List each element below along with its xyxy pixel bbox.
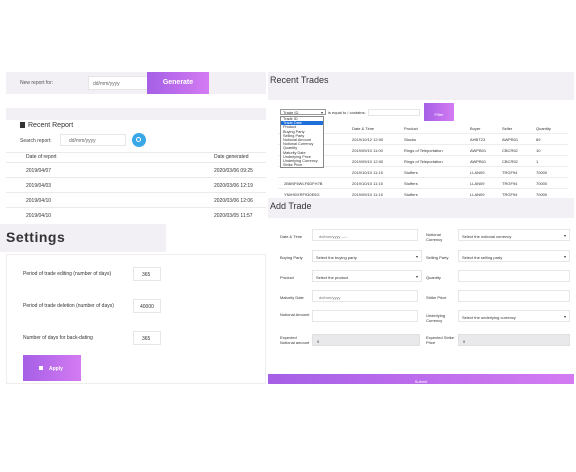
chevron-down-icon: ▾ — [563, 233, 566, 238]
table-row[interactable]: 2019/04/10 2020/03/05 11:57 — [6, 207, 266, 221]
trade-row[interactable]: 2019/09/10 11:00 Rings of Teleportation … — [278, 144, 568, 154]
col-product: Product — [404, 126, 418, 131]
expected-strike-field: 0 — [458, 334, 570, 346]
chevron-down-icon: ▾ — [321, 110, 324, 115]
recent-report-section: Recent Report Search report: dd/mm/yyyy … — [6, 108, 266, 228]
notional-amount-input[interactable] — [312, 310, 418, 322]
filter-field-dropdown[interactable]: Trade ID Trade Date Product Buying Party… — [280, 116, 324, 169]
label-expected-strike: Expected Strike Price — [426, 335, 455, 345]
filter-value-input[interactable] — [368, 109, 420, 116]
trade-datetime-input[interactable]: dd/mm/yyyy --:-- — [312, 229, 418, 241]
new-report-label: New report for: — [20, 80, 54, 86]
new-report-date-input[interactable]: dd/mm/yyyy — [88, 76, 150, 90]
add-trade-form: Date & Time dd/mm/yyyy --:-- Buying Part… — [268, 220, 574, 370]
dropdown-option[interactable]: Strike Price — [283, 163, 303, 168]
chevron-down-icon: ▾ — [563, 314, 566, 319]
recent-trades-title: Recent Trades — [270, 75, 329, 85]
apply-button[interactable]: Apply — [23, 355, 81, 381]
trade-delete-period-input[interactable]: 40000 — [133, 299, 161, 313]
search-button[interactable] — [132, 133, 146, 147]
col-date-of-report: Date of report — [26, 154, 57, 160]
trade-row[interactable]: YNH90XRF930E6G 2019/09/10 11:15 Stuffers… — [278, 188, 568, 198]
quantity-input[interactable] — [458, 270, 570, 282]
dropdown-option[interactable]: Quantity — [283, 146, 298, 151]
trade-row[interactable]: 2019/09/10 12:00 Rings of Teleportation … — [278, 155, 568, 165]
trade-edit-period-input[interactable]: 365 — [133, 267, 161, 281]
chevron-down-icon: ▾ — [415, 254, 418, 259]
table-row[interactable]: 2019/04/07 2020/03/06 09:25 — [6, 162, 266, 176]
save-icon — [39, 366, 43, 370]
label-product: Product — [280, 275, 294, 280]
dropdown-option[interactable]: Product — [283, 125, 297, 130]
maturity-date-input[interactable]: dd/mm/yyyy — [312, 290, 418, 302]
filter-operator-label: is equal to / contains: — [328, 110, 366, 115]
dropdown-option[interactable]: Underlying Price — [283, 154, 311, 159]
selling-party-select[interactable]: Select the selling party ▾ — [458, 250, 570, 262]
filter-button[interactable]: Filter — [424, 103, 454, 121]
dropdown-option[interactable]: Selling Party — [283, 133, 305, 138]
expected-notional-field: 0 — [312, 334, 420, 346]
table-row[interactable]: 2019/04/03 2020/03/06 12:19 — [6, 177, 266, 191]
recent-report-title: Recent Report — [28, 122, 74, 129]
submit-button[interactable]: Submit — [268, 374, 574, 384]
add-trade-title: Add Trade — [270, 201, 312, 211]
recent-trades-header: Recent Trades — [268, 72, 574, 90]
setting-label-edit: Period of trade editing (number of days) — [23, 271, 112, 277]
settings-panel: Period of trade editing (number of days)… — [6, 254, 266, 384]
dropdown-option[interactable]: Buying Party — [283, 129, 305, 134]
generate-button[interactable]: Generate — [147, 72, 209, 94]
dropdown-option[interactable]: Trade Date — [281, 121, 323, 126]
dropdown-option[interactable]: Maturity Date — [283, 150, 306, 155]
label-expected-notional: Expected Notional amount — [280, 335, 310, 345]
table-row[interactable]: 2019/04/10 2020/03/06 12:06 — [6, 192, 266, 206]
chevron-down-icon: ▾ — [415, 274, 418, 279]
trade-row[interactable]: 2019/10/12 12:00 Stocks AHBT23 AWPB01 69 — [278, 133, 568, 143]
filter-field-select[interactable]: Trade ID ▾ — [280, 109, 326, 115]
dropdown-option[interactable]: Trade ID — [283, 117, 298, 121]
search-report-label: Search report: — [20, 138, 52, 144]
buying-party-select[interactable]: Select the buying party ▾ — [312, 250, 422, 262]
label-quantity: Quantity — [426, 275, 441, 280]
trade-row[interactable]: 2019/10/10 11:15 Stuffers LLAN09 TRGF94 … — [278, 166, 568, 176]
col-quantity: Quantity — [536, 126, 551, 131]
search-icon — [136, 137, 141, 142]
dropdown-option[interactable]: Underlying Currency — [283, 158, 318, 163]
dropdown-option[interactable]: Notional Currency — [283, 142, 314, 147]
label-selling-party: Selling Party — [426, 255, 449, 260]
trade-row[interactable]: 2B6NF6WLF6DFH7B 2019/10/10 11:15 Stuffer… — [278, 177, 568, 187]
dropdown-option[interactable]: Notional Amount — [283, 137, 311, 142]
col-date-time: Date & Time — [352, 126, 375, 131]
setting-label-backdating: Number of days for back-dating — [23, 335, 93, 341]
col-buyer: Buyer — [470, 126, 481, 131]
underlying-currency-select[interactable]: Select the underlying currency ▾ — [458, 310, 570, 322]
label-buying-party: Buying Party — [280, 255, 303, 260]
search-report-input[interactable]: dd/mm/yyyy — [60, 134, 126, 146]
label-notional-currency: Notional Currency — [426, 232, 443, 242]
product-select[interactable]: Select the product ▾ — [312, 270, 422, 282]
col-date-generated: Date generated — [214, 154, 249, 160]
settings-title: Settings — [6, 229, 66, 245]
notional-currency-select[interactable]: Select the notional currency ▾ — [458, 229, 570, 241]
report-icon — [20, 122, 25, 128]
label-maturity-date: Maturity Date — [280, 295, 304, 300]
col-seller: Seller — [502, 126, 513, 131]
new-report-bar: New report for: dd/mm/yyyy Generate — [6, 72, 266, 94]
add-trade-header: Add Trade — [268, 198, 574, 218]
chevron-down-icon: ▾ — [563, 254, 566, 259]
label-notional-amount: Notional Amount — [280, 312, 310, 317]
label-strike-price: Strike Price — [426, 295, 447, 300]
setting-label-delete: Period of trade deletion (number of days… — [23, 303, 114, 309]
strike-price-input[interactable] — [458, 290, 570, 302]
label-underlying-currency: Underlying Currency — [426, 313, 446, 323]
label-date-time: Date & Time — [280, 234, 303, 239]
backdating-days-input[interactable]: 365 — [133, 331, 161, 345]
recent-trades-panel: Trade ID ▾ is equal to / contains: Filte… — [268, 100, 574, 198]
settings-header: Settings — [0, 224, 166, 252]
